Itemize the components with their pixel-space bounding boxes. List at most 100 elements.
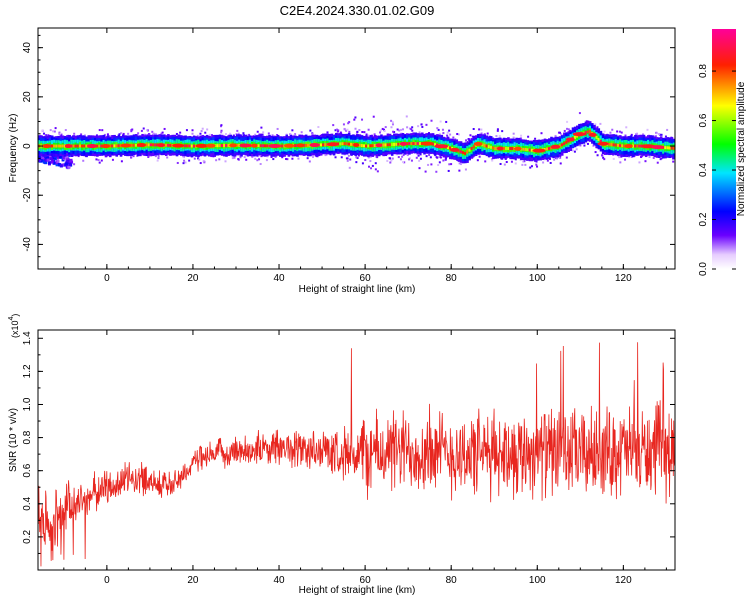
spectrogram-halo-point — [495, 135, 498, 138]
spectrogram-halo-point — [496, 129, 499, 132]
spectrogram-halo-point — [127, 132, 130, 135]
spectrogram-peak-cell — [96, 144, 99, 148]
spectrogram-halo-point — [510, 160, 513, 163]
spectrogram-halo-point — [154, 132, 157, 135]
spectrogram-halo-point — [371, 134, 374, 137]
spectrogram-halo-point — [648, 155, 651, 158]
spectrogram-tail-point — [44, 158, 48, 162]
spectrogram-peak-cell — [492, 146, 495, 150]
spectrogram-halo-point — [654, 135, 657, 138]
spectrogram-halo-point — [248, 133, 251, 136]
x-tick-label: 60 — [360, 273, 372, 284]
spectrogram-halo-point — [100, 159, 103, 162]
spectrogram-halo-point — [573, 150, 576, 153]
spectrogram-halo-point — [619, 161, 622, 164]
spectrogram-halo-point — [324, 154, 327, 157]
spectrogram-halo-point — [389, 157, 392, 160]
spectrogram-halo-point — [419, 153, 422, 156]
spectrogram-halo-point — [410, 128, 413, 131]
spectrogram-halo-point — [221, 133, 224, 136]
spectrogram-peak-cell — [468, 148, 471, 152]
spectrogram-halo-point — [459, 163, 462, 166]
spectrogram-peak-cell — [78, 144, 82, 148]
spectrogram-peak-cell — [504, 147, 508, 150]
spectrogram-peak-blob — [86, 144, 98, 149]
spectrogram-halo-point — [215, 159, 218, 162]
spectrogram-peak-cell — [225, 144, 228, 147]
spectrogram-halo-point — [239, 134, 242, 137]
spectrogram-x-label: Height of straight line (km) — [299, 284, 416, 295]
spectrogram-halo-point — [624, 158, 627, 161]
spectrogram-halo-point — [354, 116, 357, 119]
spectrogram-halo-point — [306, 157, 309, 160]
spectrogram-halo-point — [596, 126, 599, 129]
spectrogram-halo-point — [425, 123, 428, 126]
snr-x-label: Height of straight line (km) — [299, 585, 416, 596]
spectrogram-peak-cell — [369, 144, 372, 148]
spectrogram-peak-cell — [461, 151, 465, 155]
spectrogram-halo-point — [496, 128, 499, 131]
svg-text:(x104): (x104) — [8, 314, 20, 338]
spectrogram-halo-point — [390, 159, 393, 162]
spectrogram-halo-point — [535, 163, 538, 166]
spectrogram-peak-blob — [137, 143, 146, 148]
spectrogram-peak-cell — [72, 144, 75, 148]
spectrogram-halo-point — [191, 132, 194, 135]
spectrogram-halo-point — [376, 170, 379, 173]
spectrogram-peak-blob — [651, 145, 664, 150]
spectrogram-halo-point — [556, 157, 559, 160]
spectrogram-halo-point — [466, 141, 469, 144]
spectrogram-halo-point — [144, 133, 147, 136]
spectrogram-halo-point — [656, 161, 659, 164]
spectrogram-halo-point — [625, 126, 628, 129]
spectrogram-halo-point — [579, 144, 582, 147]
spectrogram-peak-cell — [53, 144, 56, 148]
spectrogram-halo-point — [118, 133, 121, 136]
spectrogram-peak-cell — [524, 148, 527, 151]
spectrogram-halo-point — [332, 124, 335, 127]
spectrogram-halo-point — [534, 159, 537, 162]
spectrogram-halo-point — [386, 159, 389, 162]
spectrogram-halo-point — [519, 159, 522, 162]
spectrogram-halo-point — [142, 127, 145, 130]
spectrogram-peak-blob — [399, 141, 408, 146]
x-tick-label: 20 — [187, 575, 199, 586]
spectrogram-peak-cell — [446, 146, 450, 149]
colorbar-label: Normalized spectral amplitude — [736, 81, 747, 216]
spectrogram-halo-point — [311, 133, 314, 136]
spectrogram-peak-cell — [530, 148, 534, 152]
spectrogram-halo-point — [204, 131, 207, 134]
spectrogram-halo-point — [237, 158, 240, 161]
spectrogram-halo-point — [120, 160, 123, 163]
spectrogram-halo-point — [347, 122, 350, 125]
spectrogram-peak-cell — [390, 143, 394, 147]
spectrogram-peak-blob — [565, 137, 575, 142]
spectrogram-peak-cell — [565, 140, 568, 144]
spectrogram-peak-cell — [227, 143, 230, 147]
spectrogram-halo-point — [672, 160, 675, 163]
spectrogram-peak-cell — [595, 135, 598, 139]
spectrogram-halo-point — [285, 158, 288, 161]
spectrogram-peak-blob — [64, 144, 72, 149]
spectrogram-halo-point — [274, 155, 277, 158]
spectrogram-halo-point — [355, 156, 358, 159]
spectrogram-halo-point — [212, 155, 215, 158]
spectrogram-halo-point — [390, 119, 393, 122]
spectrogram-halo-point — [415, 156, 418, 159]
spectrogram-halo-point — [630, 133, 633, 136]
spectrogram-peak-cell — [350, 142, 353, 146]
spectrogram-halo-point — [146, 129, 149, 132]
spectrogram-tail-point — [38, 158, 41, 162]
spectrogram-peak-cell — [408, 142, 411, 146]
spectrogram-halo-point — [401, 155, 404, 158]
spectrogram-peak-cell — [634, 144, 637, 148]
spectrogram-tail-point — [48, 161, 52, 165]
spectrogram-halo-point — [364, 159, 367, 162]
spectrogram-peak-cell — [612, 143, 616, 147]
spectrogram-halo-point — [254, 157, 257, 160]
spectrogram-peak-blob — [572, 132, 587, 137]
spectrogram-halo-point — [558, 131, 561, 134]
spectrogram-halo-point — [439, 120, 442, 123]
snr-y-label: SNR (10 * v/v) — [8, 408, 19, 472]
spectrogram-halo-point — [357, 154, 360, 157]
